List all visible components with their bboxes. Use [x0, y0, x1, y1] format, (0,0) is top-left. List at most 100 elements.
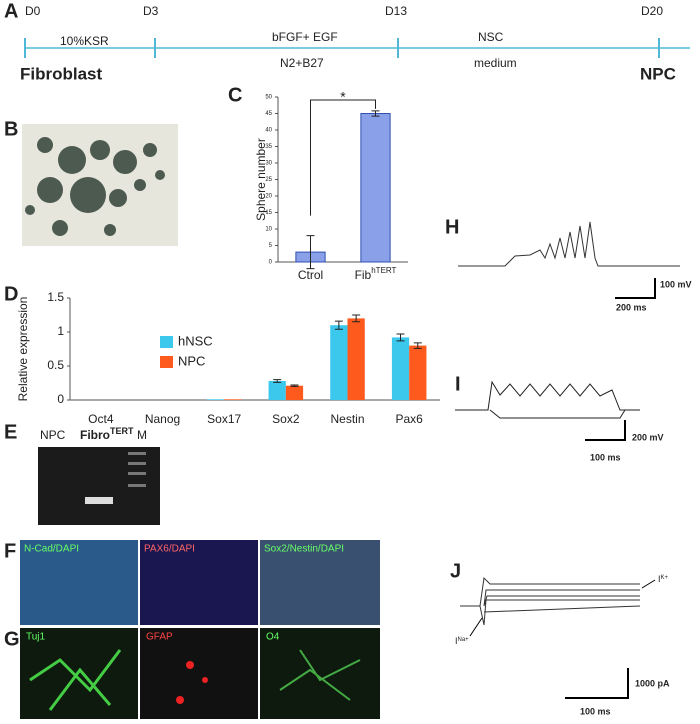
lane-label: M	[137, 428, 147, 442]
error-bar	[290, 384, 299, 387]
trace	[455, 380, 640, 419]
panel-letter: A	[4, 0, 18, 22]
bar	[360, 113, 391, 263]
stain-label: PAX6/DAPI	[144, 544, 195, 555]
panel-letter: E	[4, 421, 17, 443]
start-label: Fibroblast	[20, 64, 103, 83]
y-tick-label: 1.5	[47, 290, 64, 304]
arrow	[641, 579, 656, 589]
trace	[458, 221, 680, 267]
panel-letter: B	[4, 118, 18, 140]
bar	[206, 399, 225, 400]
y-tick-label: 0	[269, 260, 273, 266]
scale-label: 100 ms	[590, 452, 621, 462]
scale-bar	[615, 278, 656, 299]
stain-image	[140, 628, 258, 719]
spheres	[25, 137, 165, 236]
panel-letter: I	[455, 373, 461, 395]
y-axis-label: Relative expression	[16, 297, 30, 402]
lane-sup: TERT	[110, 426, 134, 436]
current-sup: K+	[661, 575, 669, 581]
x-tick-label: Nanog	[145, 412, 180, 426]
neurites	[29, 649, 122, 711]
ladder	[128, 452, 146, 487]
lane-text: Fibro	[80, 428, 110, 442]
error-bar	[396, 333, 405, 342]
trace	[460, 576, 641, 626]
stain-label: N-Cad/DAPI	[24, 544, 79, 555]
y-tick-label: 50	[265, 95, 272, 101]
day-label: D3	[143, 4, 159, 18]
stage-label: N2+B27	[280, 56, 324, 70]
legend-label: NPC	[178, 353, 205, 368]
scale-bar	[565, 668, 629, 699]
scale-label: 100 mV	[660, 279, 692, 289]
current-label: IK+	[658, 574, 669, 584]
error-bar	[413, 342, 422, 349]
scale-label: 100 ms	[580, 706, 611, 716]
bar	[285, 385, 304, 400]
lane-label: FibroTERT	[80, 426, 134, 442]
stain-image	[20, 540, 138, 625]
lane-label: NPC	[40, 428, 66, 442]
x-tick-label: Pax6	[395, 412, 423, 426]
current-label: INa+	[455, 636, 469, 646]
scale-label: 200 ms	[616, 302, 647, 312]
panel-letter: G	[4, 628, 20, 650]
scale-bar	[585, 420, 626, 441]
stain-label: GFAP	[146, 632, 173, 643]
stain-image	[140, 540, 258, 625]
x-tick-label: Oct4	[88, 412, 114, 426]
bar	[347, 318, 365, 400]
x-tick-label: Sox2	[272, 412, 300, 426]
bar	[391, 337, 410, 400]
day-label: D20	[641, 4, 663, 18]
y-tick-label: 10	[265, 227, 272, 233]
scale-label: 200 mV	[632, 432, 664, 442]
significance-bracket	[310, 99, 376, 216]
y-tick-label: 1	[57, 324, 64, 338]
error-bar	[352, 314, 361, 323]
bar	[268, 380, 286, 400]
y-tick-label: 5	[269, 243, 273, 249]
current-base: I	[658, 574, 661, 584]
panel-letter: C	[228, 84, 242, 106]
stain-image	[260, 540, 380, 625]
error-bar	[371, 110, 380, 117]
legend-label: hNSC	[178, 333, 213, 348]
arrow	[469, 617, 483, 637]
y-tick-label: 40	[265, 128, 272, 134]
bar	[330, 325, 348, 400]
legend-swatch	[160, 336, 173, 348]
stain-image	[260, 628, 380, 719]
x-tick-label: Nestin	[330, 412, 364, 426]
stain-label: Tuj1	[26, 632, 46, 643]
end-label: NPC	[640, 64, 676, 83]
y-tick-label: 35	[265, 144, 272, 150]
stain-label: O4	[266, 632, 280, 643]
y-tick-label: 0.5	[47, 358, 64, 372]
current-base: I	[455, 636, 458, 646]
timeline-ticks	[24, 38, 660, 58]
neurites	[279, 649, 361, 701]
y-tick-label: 25	[265, 177, 272, 183]
bar	[224, 399, 242, 400]
panel-letter: D	[4, 283, 18, 305]
y-axis-label: Sphere number	[254, 138, 268, 221]
day-label: D13	[385, 4, 407, 18]
stage-label: medium	[474, 56, 517, 70]
bar	[409, 345, 427, 400]
error-bar	[273, 379, 282, 383]
panel-letter: H	[445, 216, 459, 238]
current-sup: Na+	[458, 637, 470, 643]
error-bar	[334, 320, 343, 330]
y-tick-label: 30	[265, 161, 272, 167]
category-text: Fib	[355, 268, 372, 282]
category-sup: hTERT	[371, 266, 396, 275]
legend-swatch	[160, 356, 173, 368]
stage-label: bFGF+ EGF	[272, 30, 338, 44]
stage-label: 10%KSR	[60, 34, 109, 48]
gfap-spots	[176, 661, 208, 704]
y-tick-label: 45	[265, 111, 272, 117]
